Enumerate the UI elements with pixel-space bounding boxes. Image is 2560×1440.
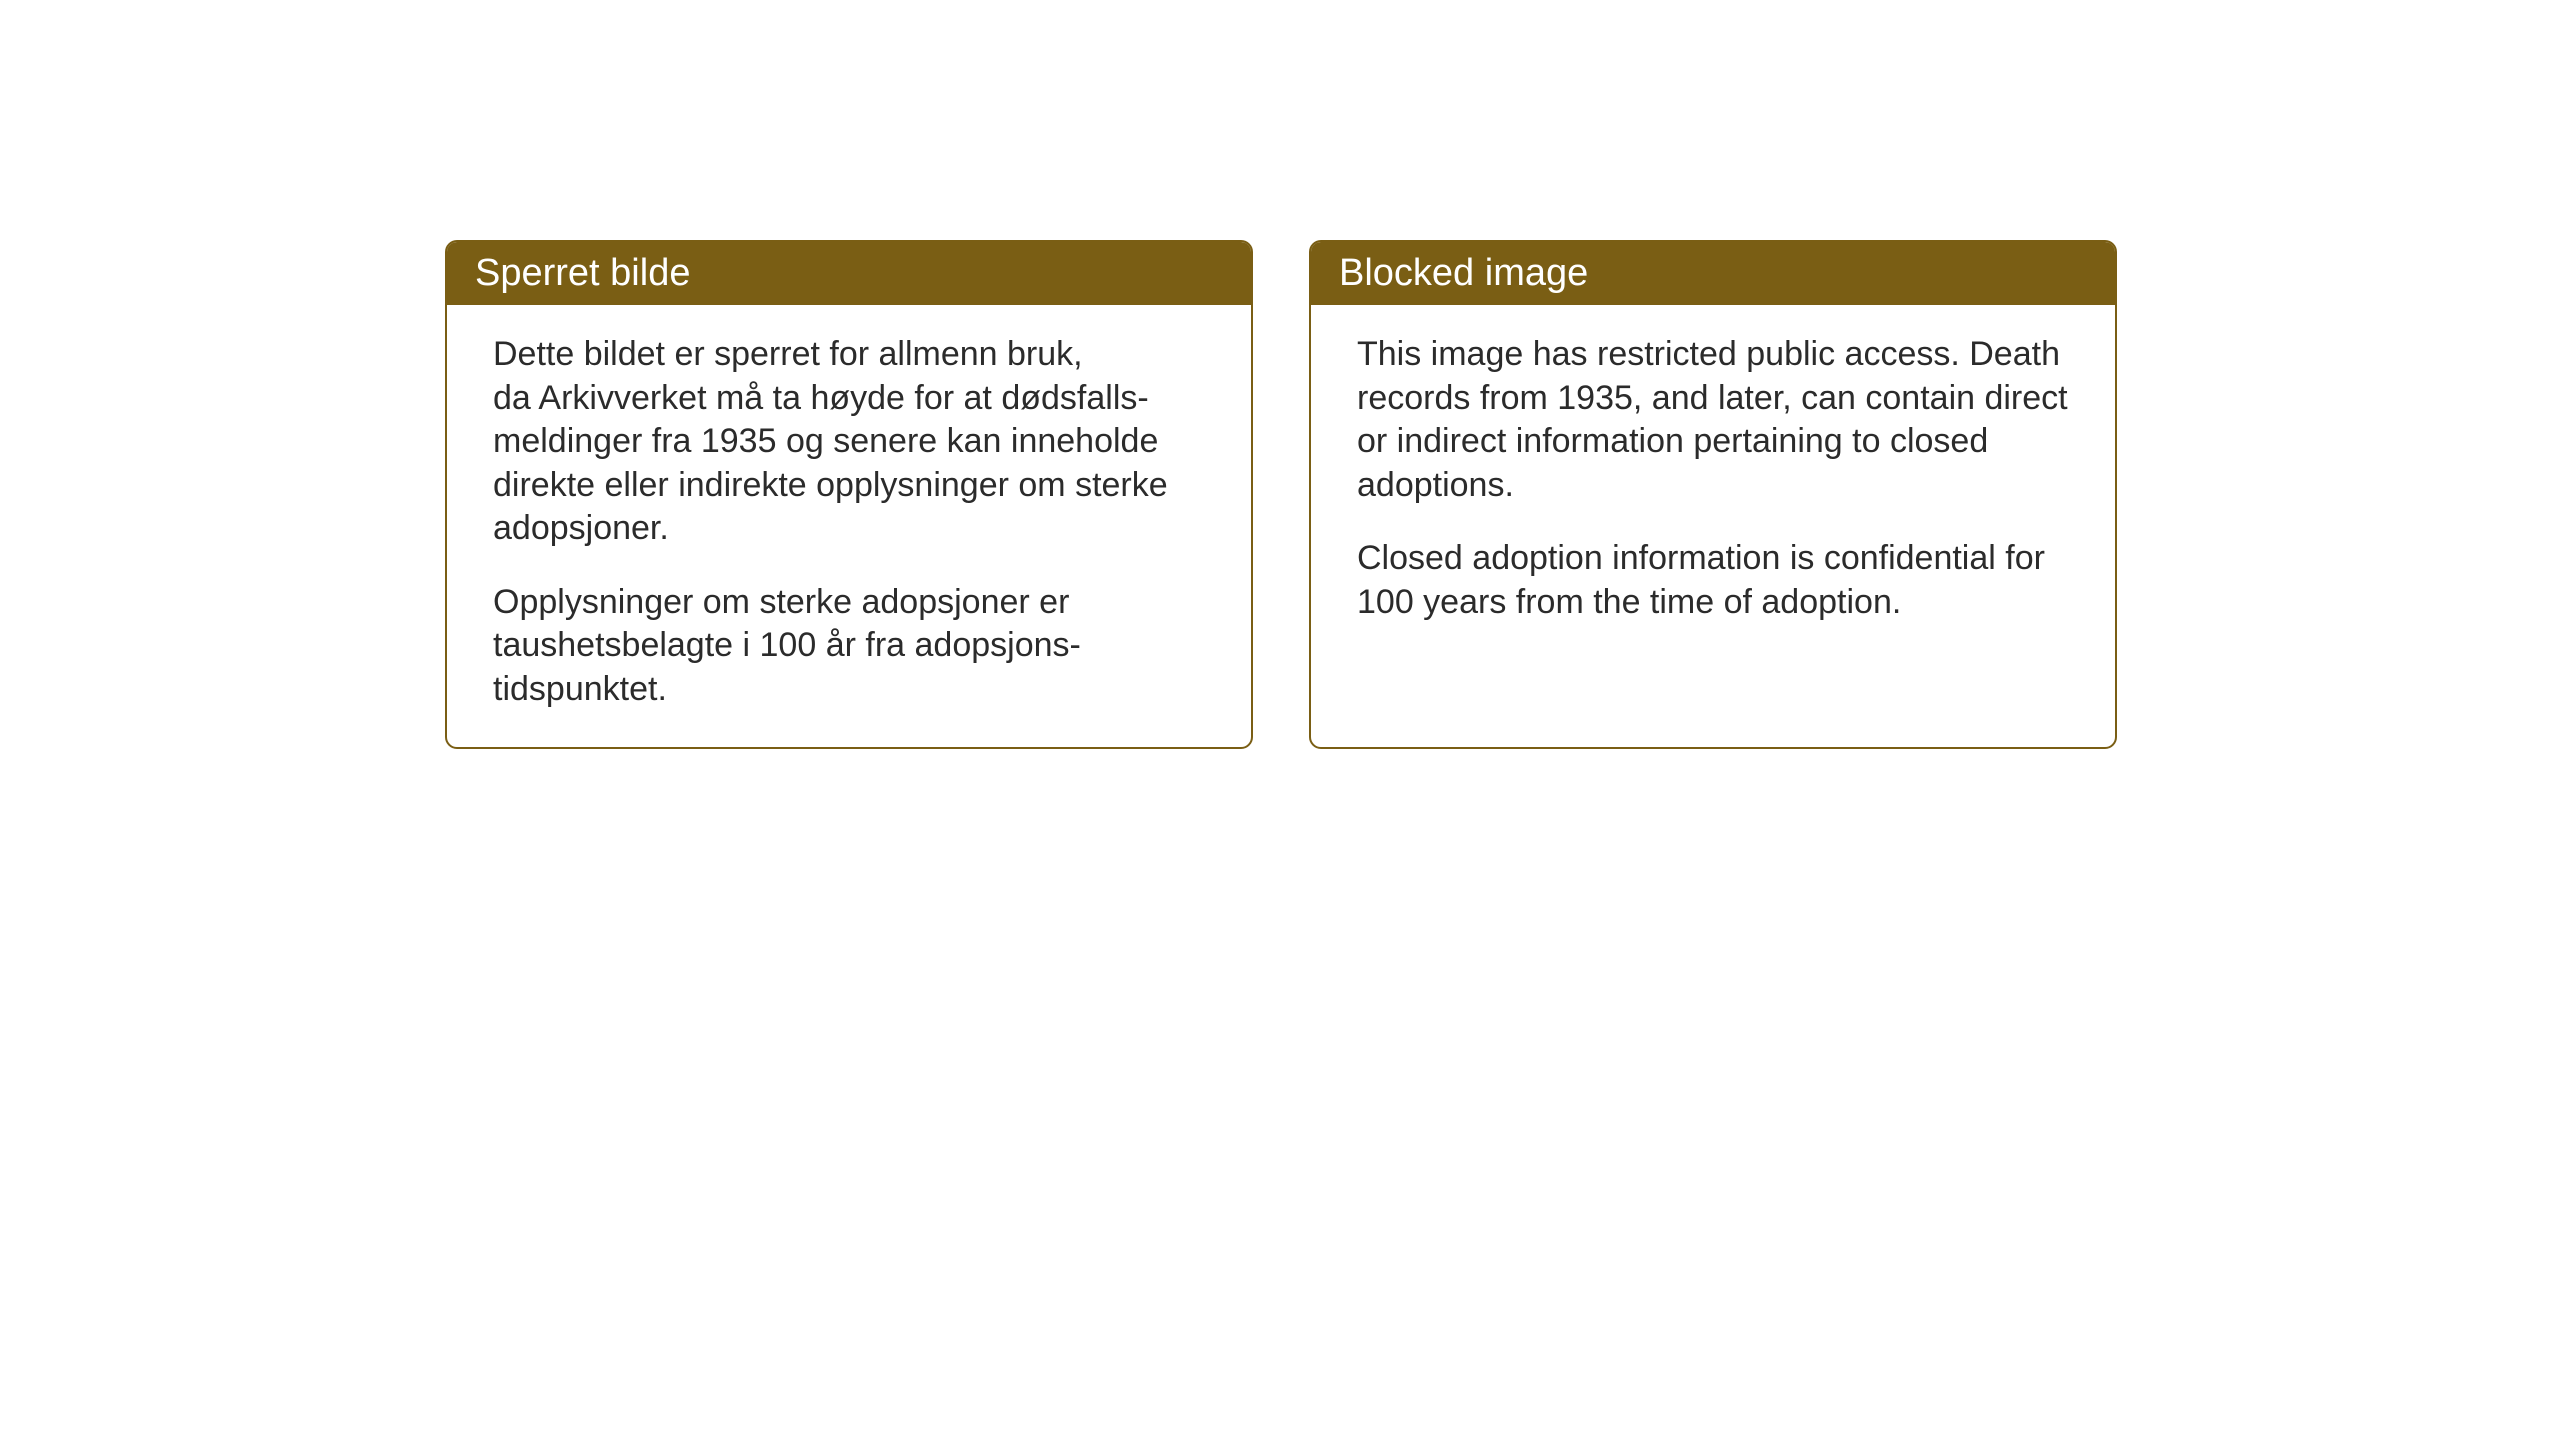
card-body-english: This image has restricted public access.…: [1311, 305, 2115, 660]
card-paragraph1-norwegian: Dette bildet er sperret for allmenn bruk…: [493, 333, 1205, 551]
card-header-english: Blocked image: [1311, 242, 2115, 305]
notice-container: Sperret bilde Dette bildet er sperret fo…: [445, 240, 2117, 749]
notice-card-norwegian: Sperret bilde Dette bildet er sperret fo…: [445, 240, 1253, 749]
card-header-norwegian: Sperret bilde: [447, 242, 1251, 305]
card-title-norwegian: Sperret bilde: [475, 252, 690, 294]
card-paragraph2-norwegian: Opplysninger om sterke adopsjoner er tau…: [493, 581, 1205, 712]
card-paragraph2-english: Closed adoption information is confident…: [1357, 537, 2069, 624]
card-paragraph1-english: This image has restricted public access.…: [1357, 333, 2069, 507]
card-body-norwegian: Dette bildet er sperret for allmenn bruk…: [447, 305, 1251, 747]
notice-card-english: Blocked image This image has restricted …: [1309, 240, 2117, 749]
card-title-english: Blocked image: [1339, 252, 1588, 294]
